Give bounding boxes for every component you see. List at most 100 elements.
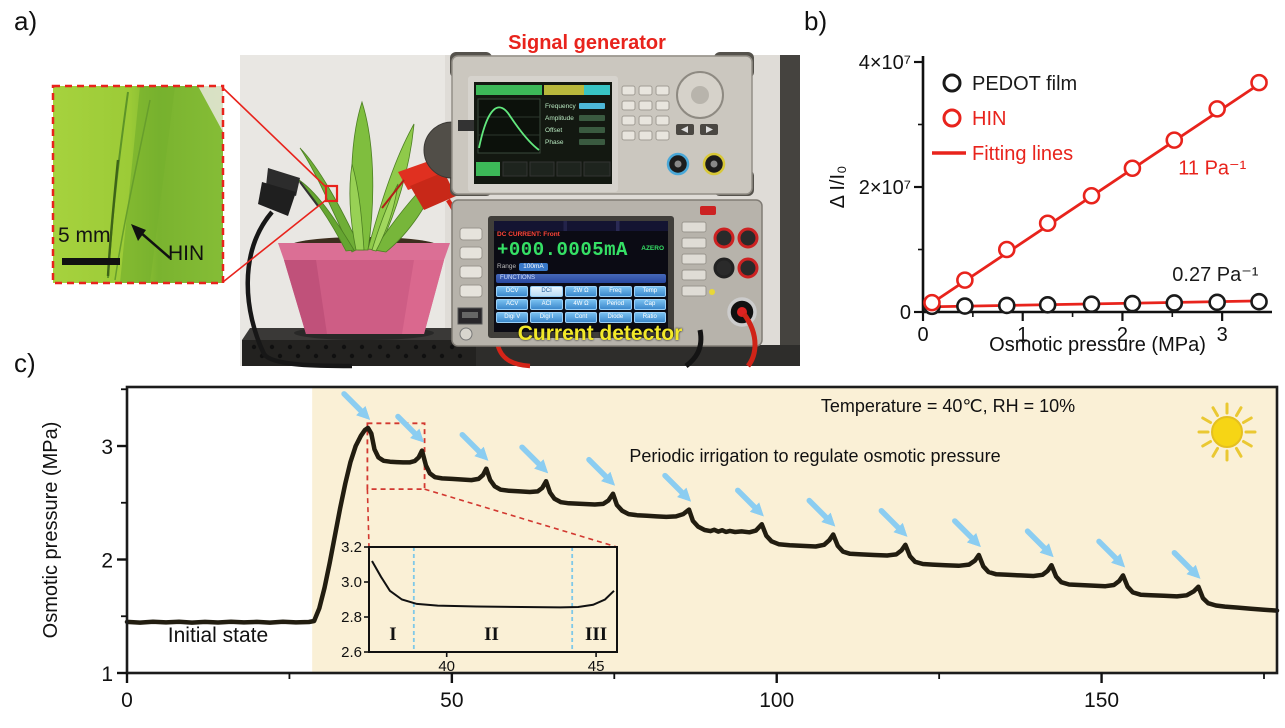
svg-text:3.2: 3.2 [341,539,362,556]
hin-label: HIN [168,242,205,265]
detector-range-row: Range 100mA [494,261,668,272]
generator-screen-params: Frequency Amplitude Offset Phase [545,100,611,148]
svg-text:45: 45 [588,658,605,675]
b-ylabel: Δ I/I₀ [827,166,849,209]
svg-text:100: 100 [759,689,794,712]
detector-current-reading: +000.0005mA [497,239,628,261]
panel-c-label: c) [14,348,36,378]
b-series-hin [923,73,1268,312]
detector-button: Diode [599,312,632,323]
detector-button: Period [599,299,632,310]
osmotic-pressure-curve [124,425,1280,625]
detector-status-bar [494,221,668,231]
svg-text:0: 0 [121,689,133,712]
leaf-closeup-inset [51,84,225,285]
svg-text:4×10⁷: 4×10⁷ [859,52,911,74]
black-lead-wire [245,210,353,369]
panel-b-chart-container: 0 1 2 3 0 2×10⁷ 4×10⁷ PEDOT film HIN Fitting line… [820,25,1285,360]
svg-text:Temperature = 40℃, RH = 10%: Temperature = 40℃, RH = 10% [821,396,1075,416]
detector-button: 4W Ω [564,299,598,310]
b-xlabel: Osmotic pressure (MPa) [989,334,1206,356]
svg-text:PEDOT film: PEDOT film [972,73,1077,95]
svg-text:0: 0 [917,324,928,346]
screen-menu-row [476,161,611,177]
svg-text:2: 2 [1117,324,1128,346]
detector-button: Cont [564,312,598,323]
panel-b-plot: 0 1 2 3 0 2×10⁷ 4×10⁷ PEDOT film HIN Fitting line… [827,52,1272,356]
svg-text:0.27 Pa⁻¹: 0.27 Pa⁻¹ [1172,264,1259,286]
panel-a-photo: Signal generator Current detector 5 mm H… [0,0,820,370]
detector-mode-label: DC CURRENT: Front [497,231,560,238]
irrigation-arrows [341,391,1201,579]
svg-text:2: 2 [101,550,113,573]
inset-connector-top [222,87,327,188]
svg-text:3.0: 3.0 [341,574,362,591]
output-connectors [666,152,726,176]
irrigation-shaded-region [312,387,1277,673]
detector-range-label: Range [497,263,517,270]
inset-curve [371,560,615,609]
c-plot-border [125,385,1279,675]
detector-range-value: 100mA [519,262,548,271]
detector-button: Freq [599,286,632,297]
generator-param-row: Amplitude [545,112,611,124]
svg-text:III: III [585,624,607,645]
detector-button: Cap [633,299,666,310]
generator-param-row: Frequency [545,100,611,112]
c-inset: 2.62.83.03.240 45I II III [341,539,618,675]
svg-text:3: 3 [1217,324,1228,346]
detector-button: Digi V [496,312,529,323]
plant-pot [278,237,450,334]
panel-c-chart-container: 0 50 100 150 1 2 3 2.6 2.8 3.0 3.2 40 45 I II III Temper… [0,350,1285,728]
signal-generator-label: Signal generator [508,32,666,54]
panel-a-label: a) [14,6,38,36]
scale-bar [62,258,120,265]
generator-param-row: Offset [545,124,611,136]
scale-bar-label: 5 mm [58,224,111,247]
sun-icon [1197,402,1257,462]
b-annotations: 11 Pa⁻¹ 0.27 Pa⁻¹ [1172,158,1259,286]
waveform-trace [478,106,540,151]
input-terminals [709,227,759,327]
detector-button: Ratio [633,312,666,323]
power-button [459,327,473,341]
svg-text:1: 1 [101,663,113,686]
usb-port-generator [458,120,474,131]
svg-text:2.6: 2.6 [341,644,362,661]
c-axes: 0 50 100 150 1 2 3 [101,388,1265,712]
hin-arrow [139,231,171,259]
detector-functions-bar: FUNCTIONS [496,274,666,283]
svg-text:40: 40 [438,658,455,675]
leaf-target-box [324,184,339,203]
red-test-lead [741,312,758,368]
svg-text:50: 50 [440,689,463,712]
svg-text:II: II [484,624,499,645]
experimental-setup-illustration [51,52,800,369]
detector-screen-content: DC CURRENT: Front +000.0005mA AZERO Rang… [494,221,668,332]
svg-text:2×10⁷: 2×10⁷ [859,177,911,199]
numeric-keypad [621,85,670,141]
detector-button: DCI [530,286,563,297]
b-axes: 0 1 2 3 0 2×10⁷ 4×10⁷ [859,52,1272,346]
svg-text:1: 1 [1017,324,1028,346]
generator-param-row: Phase [545,136,611,148]
red-alligator-clip [381,160,456,210]
b-legend: PEDOT film HIN Fitting lines [932,73,1077,165]
inset-connector-bottom [222,199,327,283]
svg-text:3: 3 [101,436,113,459]
instrument-shelf [425,345,800,366]
arrow-keys [676,124,718,135]
c-annotations: Temperature = 40℃, RH = 10% Periodic irri… [168,396,1075,647]
detector-button: ACI [530,299,563,310]
brand-mark [700,206,716,215]
detector-azero-label: AZERO [641,245,664,252]
svg-text:Initial state: Initial state [168,624,268,647]
svg-text:150: 150 [1084,689,1119,712]
detector-function-buttons: DCV DCI 2W Ω Freq Temp ACV ACI 4W Ω Period Cap Dig… [496,286,666,323]
svg-text:I: I [389,624,396,645]
detector-left-buttons [459,227,483,298]
detector-button: 2W Ω [564,286,598,297]
detector-right-buttons [681,221,707,297]
